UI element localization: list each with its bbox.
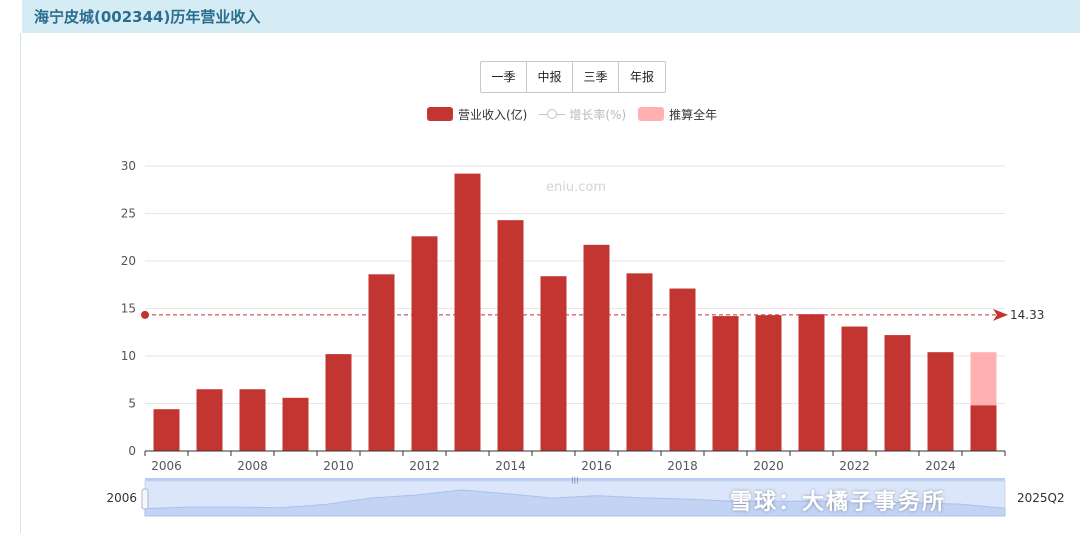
- x-tick-label: 2022: [839, 459, 870, 473]
- x-tick-label: 2006: [151, 459, 182, 473]
- x-axis: 2006 2008 2010 2012 2014 2016 2018 2020 2022 2024: [144, 450, 1006, 473]
- bar-2015: [540, 276, 567, 451]
- y-tick-label: 20: [121, 254, 136, 268]
- legend-label-growth: 增长率(%): [569, 107, 627, 122]
- page-title: 海宁皮城(002344)历年营业收入: [34, 8, 261, 26]
- bar-2017: [626, 273, 653, 451]
- slider-grip: |||: [571, 476, 578, 484]
- bar-2013: [454, 173, 481, 451]
- bar-2024: [927, 352, 954, 451]
- x-tick-label: 2018: [667, 459, 698, 473]
- page-header: 海宁皮城(002344)历年营业收入: [22, 0, 1080, 33]
- bar-2022: [841, 326, 868, 451]
- tab-half-year[interactable]: 中报: [527, 62, 573, 92]
- slider-end-label: 2025Q2: [1017, 491, 1065, 505]
- slider-start-label: 2006: [106, 491, 137, 505]
- bar-2007: [196, 389, 223, 451]
- bar-2014: [497, 220, 524, 451]
- x-tick-label: 2010: [323, 459, 354, 473]
- bar-2018: [669, 288, 696, 451]
- legend-label-revenue: 营业收入(亿): [458, 107, 528, 122]
- panel-border: [20, 33, 21, 533]
- x-tick-label: 2014: [495, 459, 526, 473]
- average-line-label: 14.33: [1010, 308, 1044, 322]
- watermark-text: eniu.com: [546, 180, 606, 195]
- legend-swatch-revenue: [427, 107, 453, 121]
- x-tick-label: 2008: [237, 459, 268, 473]
- chart-legend: 营业收入(亿) 增长率(%) 推算全年: [427, 105, 729, 123]
- y-tick-label: 5: [128, 397, 136, 411]
- tab-annual[interactable]: 年报: [629, 70, 654, 84]
- y-tick-label: 10: [121, 349, 136, 363]
- zoom-slider: ||| 2006 2025Q2: [106, 476, 1065, 517]
- y-axis: 0 5 10 15 20 25 30: [121, 159, 136, 458]
- bar-2012: [411, 236, 438, 451]
- bar-2016: [583, 244, 610, 451]
- tab-q1[interactable]: 一季: [481, 62, 527, 92]
- legend-swatch-estimate: [638, 107, 665, 121]
- legend-swatch-growth: [539, 107, 566, 121]
- average-line-arrow: [993, 308, 1008, 321]
- legend-item-estimate[interactable]: 推算全年: [638, 106, 717, 123]
- y-tick-label: 30: [121, 159, 136, 173]
- bar-2009: [282, 397, 309, 451]
- y-tick-label: 25: [121, 207, 136, 221]
- bar-2011: [368, 274, 395, 451]
- x-tick-label: 2016: [581, 459, 612, 473]
- y-tick-label: 15: [121, 302, 136, 316]
- bar-2008: [239, 389, 266, 451]
- legend-label-estimate: 推算全年: [669, 107, 718, 122]
- logo-watermark: 雪球：大橘子事务所: [730, 490, 947, 515]
- legend-item-revenue[interactable]: 营业收入(亿): [427, 106, 527, 123]
- x-tick-label: 2020: [753, 459, 784, 473]
- grid-lines: [145, 165, 1005, 404]
- bar-2020: [755, 315, 782, 451]
- y-tick-label: 0: [128, 444, 136, 458]
- bar-2019: [712, 316, 739, 451]
- x-tick-label: 2024: [925, 459, 956, 473]
- bar-2021: [798, 314, 825, 451]
- bars: [153, 173, 997, 451]
- average-line: 14.33: [141, 308, 1044, 322]
- bar-2006: [153, 409, 180, 451]
- bar-2023: [884, 335, 911, 451]
- bar-2010: [325, 354, 352, 451]
- period-tabs: 一季 中报 三季 年报: [480, 61, 666, 93]
- bar-2025Q2: [970, 405, 997, 451]
- legend-item-growth[interactable]: 增长率(%): [539, 106, 626, 123]
- x-tick-label: 2012: [409, 459, 440, 473]
- slider-left-handle: [141, 488, 149, 510]
- tab-q3[interactable]: 三季: [573, 62, 619, 92]
- slider-preview-area: [144, 489, 1006, 517]
